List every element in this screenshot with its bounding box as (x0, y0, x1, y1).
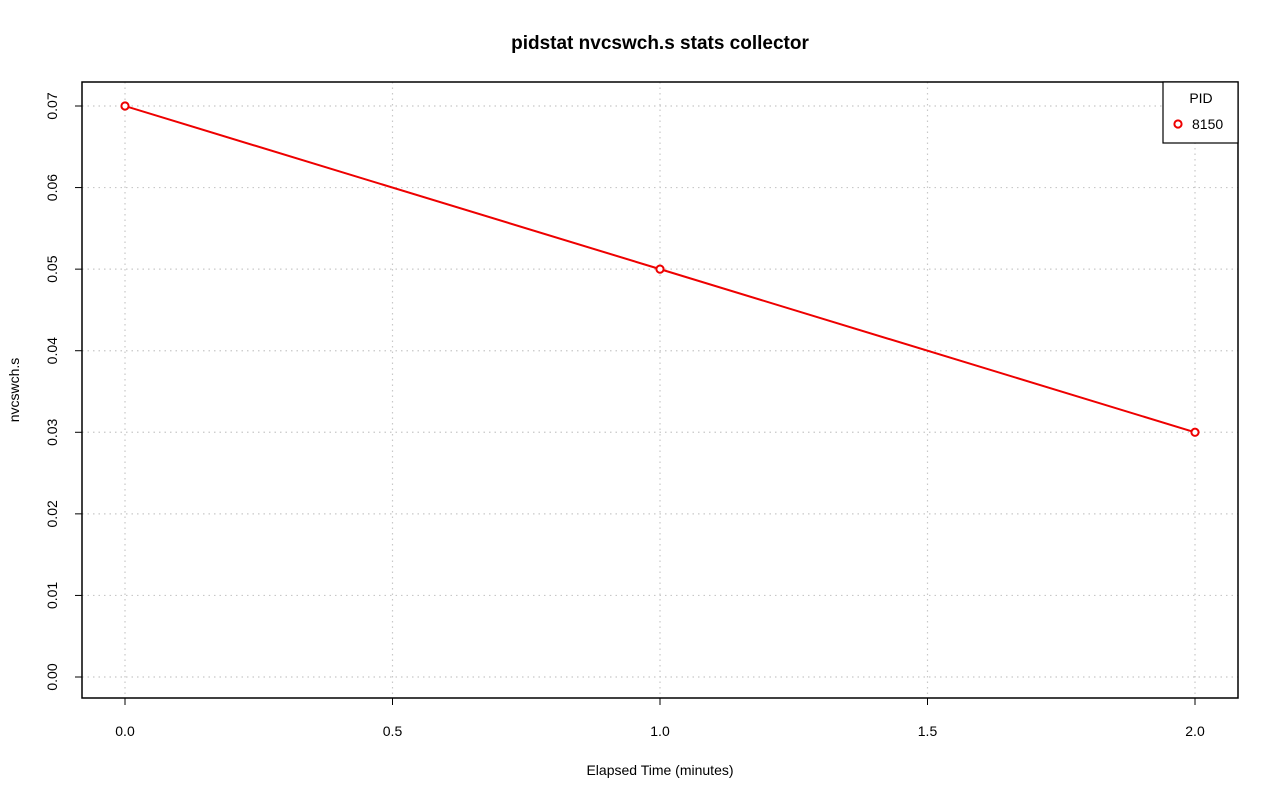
y-axis: 0.00 0.01 0.02 0.03 0.04 0.05 0.06 0.07 (44, 92, 82, 691)
data-point (120, 101, 130, 111)
y-tick-label: 0.02 (44, 500, 60, 527)
x-axis: 0.0 0.5 1.0 1.5 2.0 (115, 697, 1205, 739)
legend-item-label: 8150 (1192, 116, 1223, 132)
data-point (1190, 427, 1200, 437)
y-tick-label: 0.07 (44, 92, 60, 119)
x-tick-label: 0.0 (115, 723, 135, 739)
legend-title: PID (1189, 90, 1212, 106)
legend-marker (1173, 119, 1183, 129)
y-tick-label: 0.01 (44, 582, 60, 609)
series-layer (120, 101, 1200, 437)
x-tick-label: 1.0 (650, 723, 670, 739)
chart-title: pidstat nvcswch.s stats collector (511, 33, 809, 54)
x-tick-label: 1.5 (918, 723, 938, 739)
y-axis-title: nvcswch.s (6, 358, 22, 423)
x-axis-title: Elapsed Time (minutes) (586, 762, 733, 778)
x-tick-label: 2.0 (1185, 723, 1205, 739)
y-tick-label: 0.04 (44, 337, 60, 364)
y-tick-label: 0.05 (44, 255, 60, 282)
y-tick-label: 0.00 (44, 663, 60, 690)
legend: PID 8150 (1162, 81, 1239, 144)
x-tick-label: 0.5 (383, 723, 403, 739)
y-tick-label: 0.03 (44, 418, 60, 445)
data-point (655, 264, 665, 274)
y-tick-label: 0.06 (44, 174, 60, 201)
legend-box (1162, 81, 1239, 144)
